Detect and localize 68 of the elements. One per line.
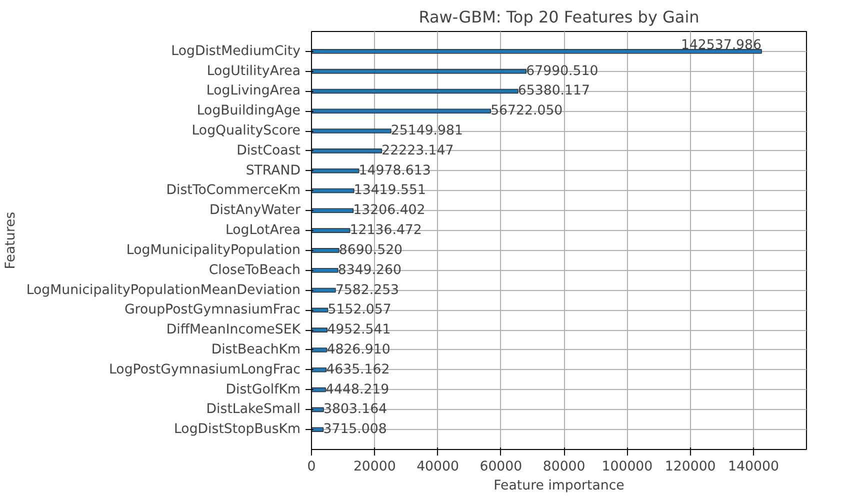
data-label: 8349.260 [338, 262, 402, 278]
data-label: 56722.050 [490, 104, 563, 119]
y-tick-label: LogLivingArea [206, 84, 301, 99]
y-tick-label: LogPostGymnasiumLongFrac [108, 362, 301, 378]
x-tick-label: 120000 [664, 460, 716, 474]
bar [312, 328, 328, 332]
y-tick-label: DiffMeanIncomeSEK [166, 322, 302, 338]
bar [312, 49, 762, 54]
data-label: 22223.147 [382, 143, 454, 158]
bar [312, 108, 491, 114]
data-label: 3715.008 [323, 422, 387, 438]
x-axis-title: Feature importance [494, 478, 624, 494]
y-tick-label: CloseToBeach [208, 262, 300, 278]
y-tick-label: LogMunicipalityPopulation [126, 242, 301, 258]
data-label: 67990.510 [526, 64, 598, 79]
bar [312, 348, 328, 352]
y-axis-title: Features [3, 212, 18, 270]
x-tick-label: 140000 [728, 460, 779, 474]
x-tick-label: 40000 [416, 460, 459, 474]
bar [312, 128, 392, 134]
y-tick-label: LogUtilityArea [206, 64, 301, 79]
bar [312, 268, 338, 273]
y-tick-label: LogDistStopBusKm [174, 422, 301, 438]
y-tick-label: LogBuildingAge [196, 104, 301, 119]
bar [312, 68, 527, 74]
data-label: 4826.910 [326, 342, 390, 358]
data-label: 13419.551 [354, 183, 426, 198]
bar [312, 148, 382, 154]
data-label: 13206.402 [353, 203, 426, 218]
bar [312, 288, 336, 293]
y-tick-label: LogDistMediumCity [171, 44, 301, 59]
data-label: 7582.253 [335, 282, 400, 298]
y-tick-label: LogQualityScore [192, 124, 301, 139]
x-tick-label: 100000 [602, 460, 653, 474]
bar [312, 88, 518, 94]
y-tick-label: DistCoast [236, 143, 301, 158]
data-label: 3803.164 [324, 402, 388, 418]
bar [312, 228, 350, 233]
y-tick-label: DistToCommerceKm [166, 183, 301, 198]
y-tick-label: LogLotArea [225, 223, 301, 238]
x-tick-label: 0 [307, 460, 316, 474]
x-tick-label: 20000 [353, 460, 396, 474]
bar [312, 427, 324, 432]
y-tick-label: DistLakeSmall [206, 402, 301, 418]
data-label: 4448.219 [326, 382, 390, 398]
data-label: 12136.472 [350, 223, 422, 238]
y-tick-label: GroupPostGymnasiumFrac [124, 302, 301, 318]
y-tick-label: LogMunicipalityPopulationMeanDeviation [26, 282, 300, 298]
bar [312, 248, 340, 253]
chart-title: Raw-GBM: Top 20 Features by Gain [418, 8, 700, 26]
y-tick-label: STRAND [246, 163, 301, 178]
data-label: 25149.981 [390, 124, 463, 139]
data-label: 65380.117 [518, 84, 590, 99]
data-label: 4635.162 [326, 362, 390, 378]
bar [312, 168, 360, 174]
data-label: 14978.613 [358, 163, 431, 178]
data-label: 4952.541 [327, 322, 391, 338]
x-tick-label: 60000 [480, 460, 522, 474]
data-label: 5152.057 [328, 302, 392, 318]
y-tick-label: DistBeachKm [211, 342, 301, 358]
data-label: 8690.520 [338, 242, 403, 258]
bar [312, 367, 327, 372]
bar [312, 188, 354, 194]
y-tick-label: DistGolfKm [226, 382, 301, 398]
bar [312, 387, 326, 392]
bar [312, 208, 354, 214]
x-tick-label: 80000 [542, 460, 586, 474]
y-tick-label: DistAnyWater [210, 203, 302, 218]
